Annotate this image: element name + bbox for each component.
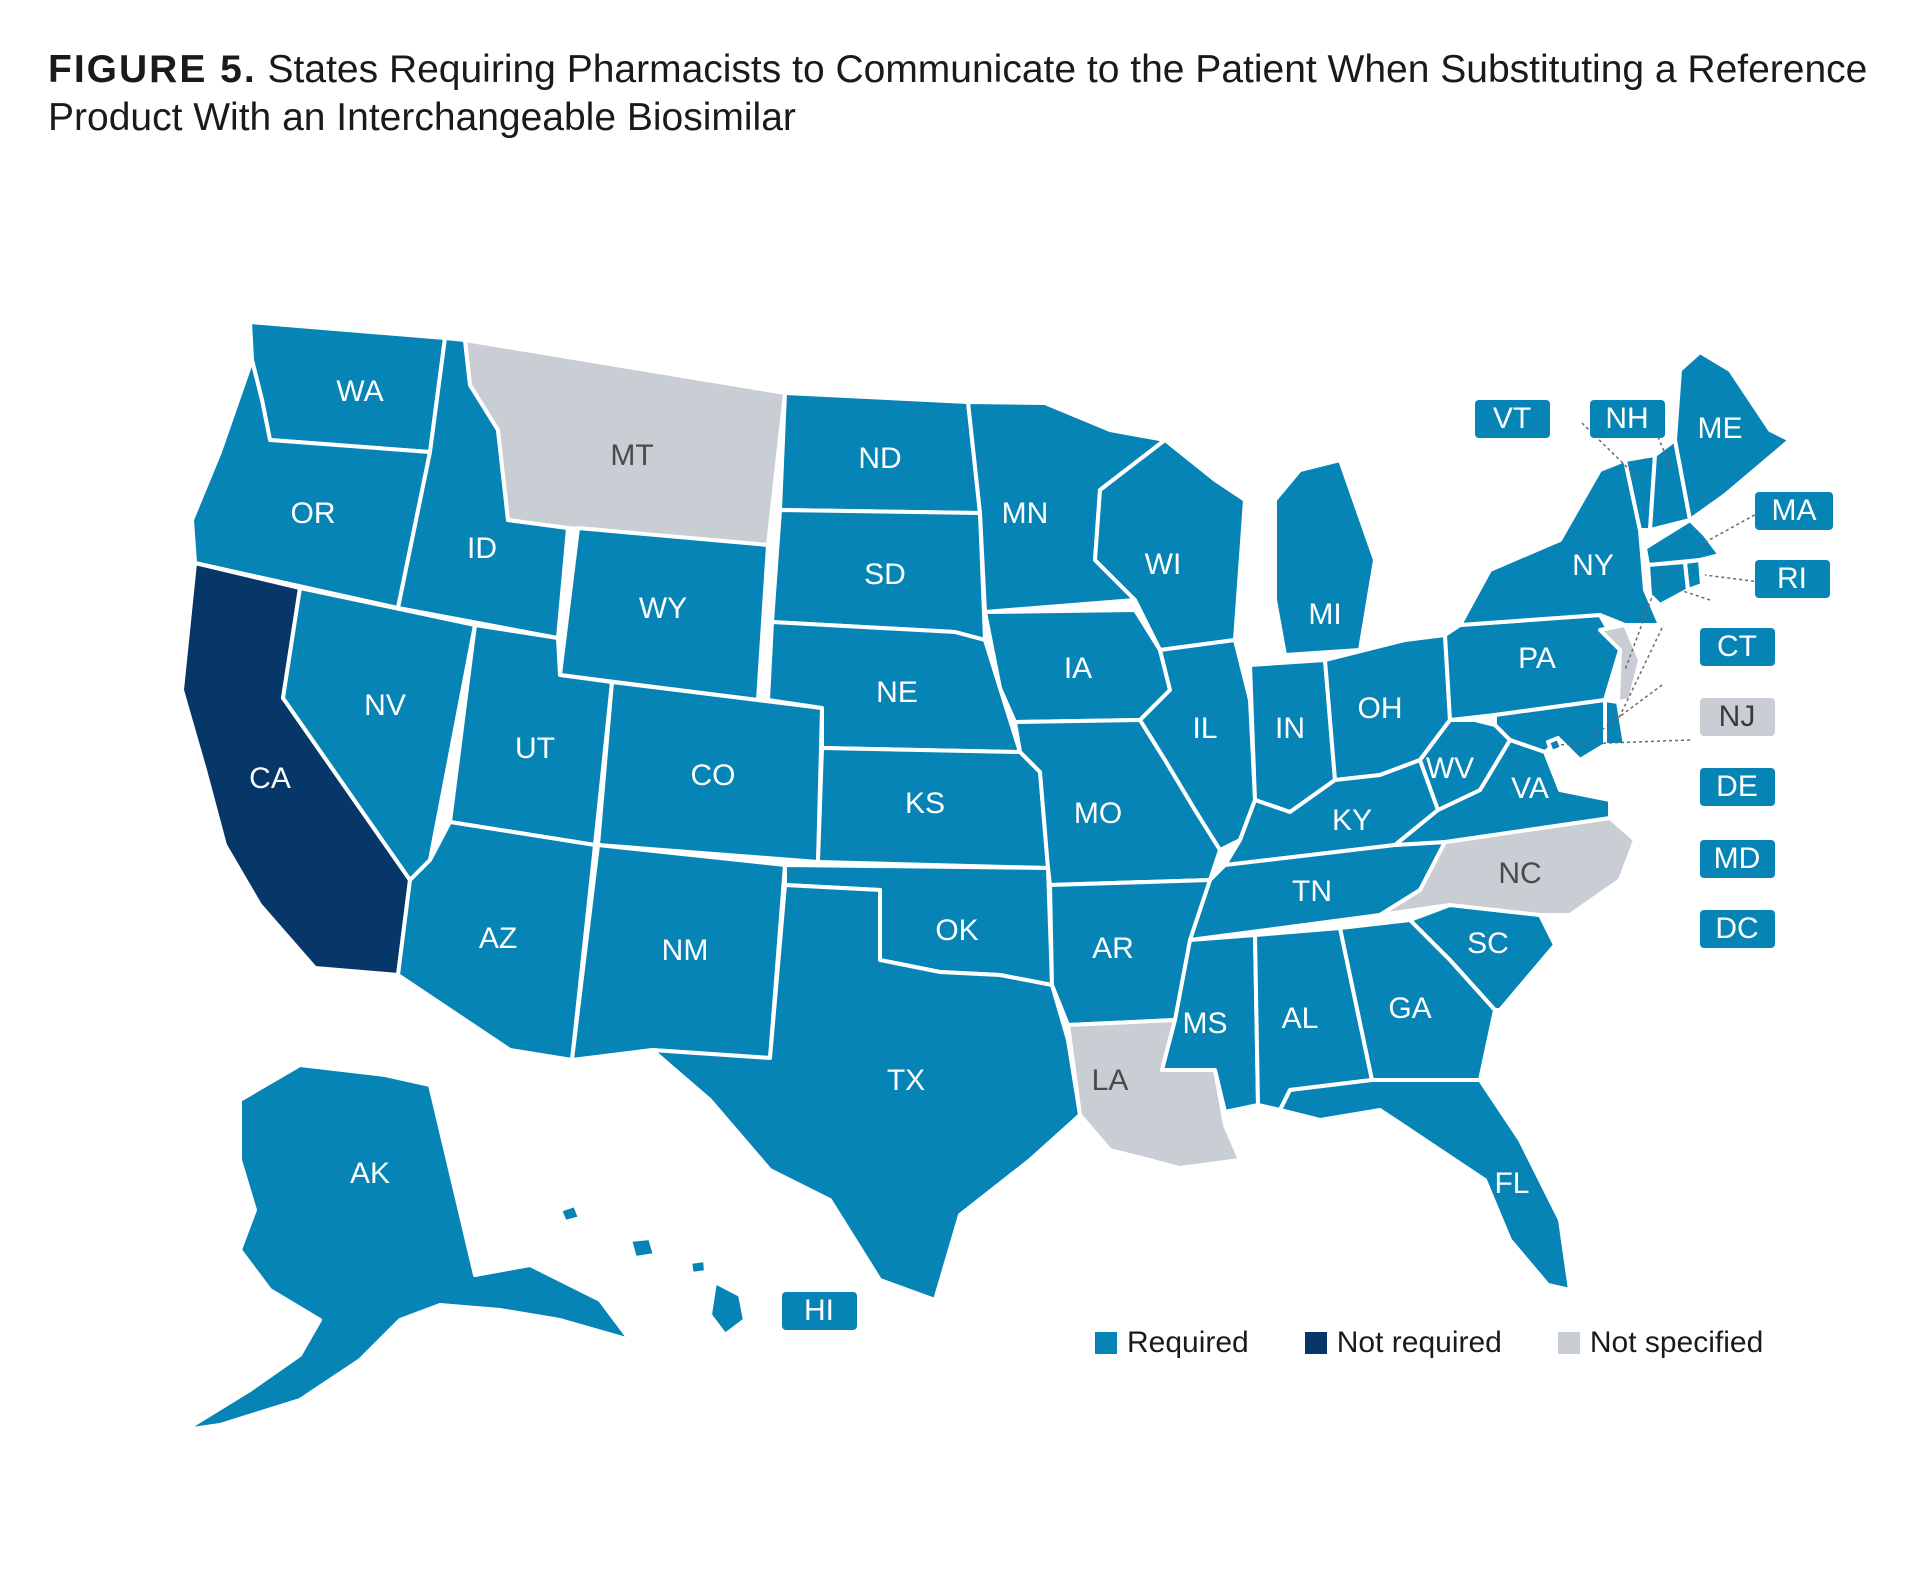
label-ca: CA <box>249 762 291 795</box>
label-me: ME <box>1698 412 1743 445</box>
label-la: LA <box>1092 1064 1129 1097</box>
state-ct <box>1646 560 1690 607</box>
boxed-label-hi: HI <box>782 1292 857 1330</box>
box-text-ri: RI <box>1777 562 1807 595</box>
state-dc <box>1546 736 1564 754</box>
boxed-label-vt: VT <box>1475 400 1550 438</box>
label-nv: NV <box>364 689 406 722</box>
box-text-md: MD <box>1714 842 1761 875</box>
state-az <box>396 820 597 1062</box>
boxed-label-md: MD <box>1700 840 1775 878</box>
label-ms: MS <box>1183 1007 1228 1040</box>
boxed-label-nh: NH <box>1590 400 1665 438</box>
label-ia: IA <box>1064 652 1092 685</box>
label-fl: FL <box>1494 1167 1529 1200</box>
state-ak <box>183 1063 632 1432</box>
label-wa: WA <box>336 375 383 408</box>
legend-item-not-required: Not required <box>1304 1326 1502 1360</box>
box-text-dc: DC <box>1715 912 1758 945</box>
legend: Required Not required Not specified <box>1095 1326 1763 1360</box>
label-ar: AR <box>1092 932 1134 965</box>
label-in: IN <box>1275 712 1305 745</box>
state-nc <box>1378 816 1637 917</box>
legend-swatch-not-required <box>1304 1332 1327 1354</box>
box-text-vt: VT <box>1493 402 1531 435</box>
box-text-nj: NJ <box>1719 700 1756 733</box>
label-ks: KS <box>905 787 945 820</box>
boxed-label-dc: DC <box>1700 910 1775 948</box>
boxed-label-ma: MA <box>1755 492 1833 530</box>
label-mi: MI <box>1308 598 1341 631</box>
label-or: OR <box>291 497 336 530</box>
figure-label: FIGURE 5. <box>48 48 257 91</box>
legend-label-not-specified: Not specified <box>1589 1326 1764 1359</box>
label-mo: MO <box>1074 797 1122 830</box>
legend-label-not-required: Not required <box>1336 1326 1502 1359</box>
state-fl <box>1278 1078 1572 1292</box>
label-ny: NY <box>1572 549 1614 582</box>
state-me <box>1673 350 1792 522</box>
boxed-label-ct: CT <box>1700 628 1775 666</box>
label-va: VA <box>1511 772 1549 805</box>
figure-caption: FIGURE 5. States Requiring Pharmacists t… <box>48 46 1898 142</box>
label-oh: OH <box>1358 692 1403 725</box>
legend-item-not-specified: Not specified <box>1557 1326 1764 1360</box>
label-ne: NE <box>876 676 918 709</box>
label-ga: GA <box>1388 992 1431 1025</box>
label-mt: MT <box>610 439 653 472</box>
label-ak: AK <box>350 1157 390 1190</box>
state-labels: WA OR CA ID NV MT WY UT AZ CO NM ND SD N… <box>249 375 1742 1200</box>
box-text-nh: NH <box>1605 402 1648 435</box>
boxed-label-de: DE <box>1700 768 1775 806</box>
state-mi <box>1273 458 1377 657</box>
label-wi: WI <box>1145 548 1182 581</box>
state-il <box>1138 638 1257 852</box>
label-sc: SC <box>1467 927 1509 960</box>
box-text-de: DE <box>1716 770 1758 803</box>
state-de <box>1603 698 1627 747</box>
label-al: AL <box>1282 1002 1319 1035</box>
box-text-ma: MA <box>1772 494 1817 527</box>
state-hi <box>558 1203 747 1337</box>
boxed-labels: VT NH MA RI CT NJ DE MD <box>782 400 1833 1330</box>
box-text-hi: HI <box>804 1294 834 1327</box>
boxed-label-ri: RI <box>1755 560 1830 598</box>
label-mn: MN <box>1002 497 1049 530</box>
label-tx: TX <box>887 1064 925 1097</box>
label-ut: UT <box>515 732 555 765</box>
label-wy: WY <box>639 592 687 625</box>
box-text-ct: CT <box>1717 630 1757 663</box>
label-wv: WV <box>1426 752 1474 785</box>
legend-swatch-required <box>1095 1332 1117 1354</box>
label-ok: OK <box>935 914 978 947</box>
legend-item-required: Required <box>1095 1326 1249 1360</box>
figure-title: States Requiring Pharmacists to Communic… <box>48 48 1868 139</box>
label-az: AZ <box>479 922 517 955</box>
legend-label-required: Required <box>1127 1326 1249 1359</box>
label-pa: PA <box>1518 642 1556 675</box>
state-ri <box>1683 558 1704 592</box>
label-nm: NM <box>662 934 709 967</box>
state-tx <box>650 883 1082 1302</box>
boxed-label-nj: NJ <box>1700 698 1775 736</box>
label-nd: ND <box>858 442 901 475</box>
label-id: ID <box>467 532 497 565</box>
label-ky: KY <box>1332 804 1372 837</box>
label-tn: TN <box>1292 875 1332 908</box>
label-nc: NC <box>1498 857 1541 890</box>
label-co: CO <box>691 759 736 792</box>
label-sd: SD <box>864 558 906 591</box>
label-il: IL <box>1192 712 1217 745</box>
legend-swatch-not-specified <box>1557 1332 1580 1354</box>
